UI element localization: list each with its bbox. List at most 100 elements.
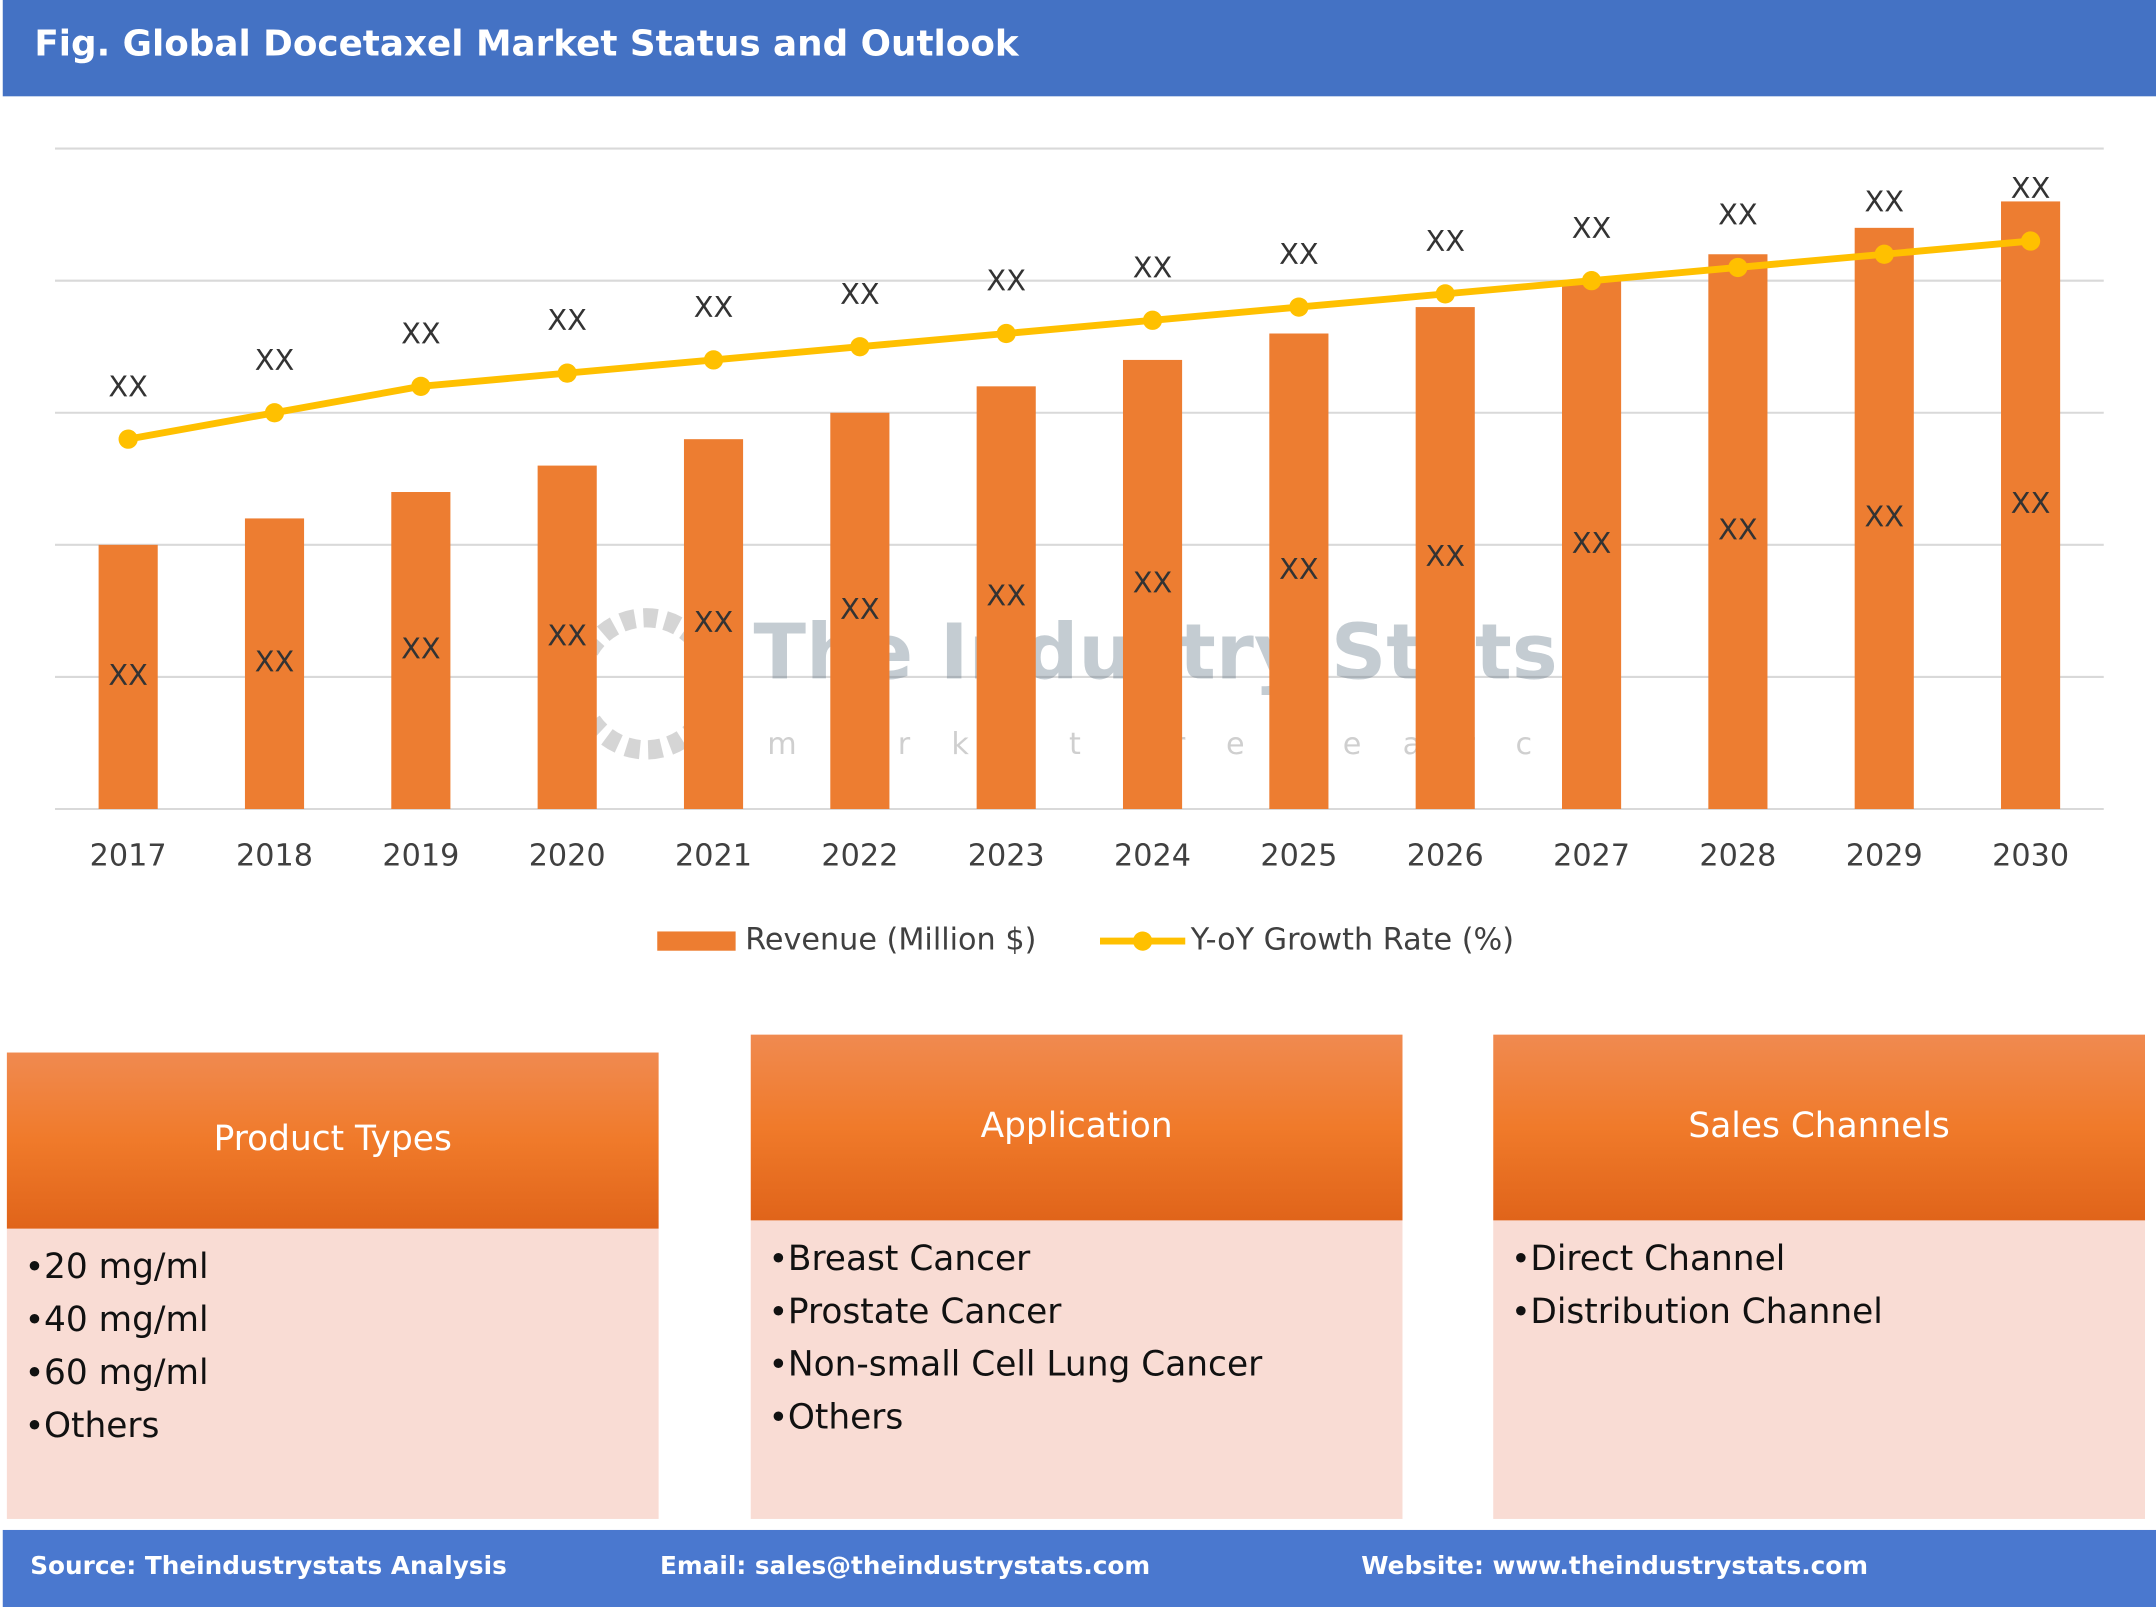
bullet: • bbox=[1511, 1239, 1530, 1278]
panel-body bbox=[750, 1220, 1403, 1519]
x-tick-label: 2020 bbox=[529, 839, 606, 874]
line-point bbox=[1142, 310, 1163, 330]
point-value-label: XX bbox=[1864, 184, 1904, 218]
bar-value-label: XX bbox=[1279, 552, 1319, 586]
bar-value-label: XX bbox=[694, 605, 734, 639]
chart-title: Fig. Global Docetaxel Market Status and … bbox=[34, 23, 1020, 64]
point-value-label: XX bbox=[1133, 250, 1173, 284]
bullet: • bbox=[25, 1300, 44, 1339]
point-value-label: XX bbox=[1572, 211, 1612, 245]
panel-header bbox=[750, 1034, 1403, 1221]
bar bbox=[976, 386, 1036, 810]
x-tick-label: 2019 bbox=[382, 839, 459, 874]
panel-body bbox=[1493, 1220, 2145, 1519]
plot: 2017 2018 2019 2020 2021 2022 2023 2024 2025 2026… bbox=[90, 171, 2069, 957]
point-value-label: XX bbox=[2011, 171, 2051, 205]
line-point bbox=[1581, 271, 1602, 291]
panel-item: Prostate Cancer bbox=[788, 1292, 1062, 1332]
line-point bbox=[996, 323, 1016, 344]
line-point bbox=[264, 403, 285, 423]
legend-swatch-dot bbox=[1133, 931, 1153, 951]
bullet: • bbox=[25, 1406, 44, 1445]
footer-bar bbox=[2, 1529, 2156, 1607]
panel-header bbox=[1493, 1034, 2145, 1221]
bar bbox=[1562, 280, 1622, 810]
title-bar bbox=[2, 0, 2156, 97]
x-tick-label: 2025 bbox=[1260, 839, 1337, 874]
footer-source: Source: Theindustrystats Analysis bbox=[30, 1551, 507, 1580]
x-tick-label: 2023 bbox=[968, 839, 1045, 874]
bar bbox=[1122, 359, 1183, 810]
panel-item: Non-small Cell Lung Cancer bbox=[788, 1345, 1263, 1385]
panel-body bbox=[6, 1228, 659, 1519]
bar-value-label: XX bbox=[255, 645, 295, 679]
bar-value-label: XX bbox=[2011, 486, 2051, 520]
panel-item: Distribution Channel bbox=[1530, 1292, 1882, 1332]
line-point bbox=[703, 350, 724, 370]
bar bbox=[683, 439, 744, 810]
x-tick-label: 2026 bbox=[1407, 839, 1484, 874]
line-point bbox=[1728, 257, 1748, 278]
point-value-label: XX bbox=[986, 264, 1026, 298]
bar-value-label: XX bbox=[1133, 565, 1173, 599]
bullet: • bbox=[769, 1398, 788, 1437]
panel-item: Others bbox=[44, 1406, 159, 1446]
panels: Product Types• 20 mg/ml• 40 mg/ml• 60 mg/ml… bbox=[6, 1034, 2145, 1519]
line-point bbox=[1435, 284, 1455, 304]
x-tick-label: 2017 bbox=[90, 839, 167, 874]
footer-email: Email: sales@theindustrystats.com bbox=[660, 1551, 1150, 1580]
bar bbox=[1269, 333, 1329, 810]
grid bbox=[55, 147, 2104, 811]
bar bbox=[391, 492, 451, 810]
legend-swatch bbox=[657, 931, 736, 951]
bar-value-label: XX bbox=[1572, 526, 1612, 560]
point-value-label: XX bbox=[255, 343, 295, 377]
panel-item: Breast Cancer bbox=[788, 1239, 1031, 1279]
point-value-label: XX bbox=[1425, 224, 1465, 258]
bar bbox=[1708, 254, 1768, 810]
line-point bbox=[850, 337, 870, 357]
bar-value-label: XX bbox=[401, 631, 441, 665]
point-value-label: XX bbox=[1279, 237, 1319, 271]
panel-title: Application bbox=[981, 1106, 1173, 1146]
legend-label: Y-oY Growth Rate (%) bbox=[1190, 923, 1514, 958]
x-tick-label: 2027 bbox=[1553, 839, 1630, 874]
bullet: • bbox=[1511, 1292, 1530, 1331]
point-value-label: XX bbox=[547, 303, 587, 337]
bar-value-label: XX bbox=[840, 592, 880, 626]
line-point bbox=[1874, 244, 1894, 264]
legend-label: Revenue (Million $) bbox=[745, 923, 1036, 958]
x-tick-label: 2030 bbox=[1992, 839, 2069, 874]
line-point bbox=[1289, 297, 1309, 317]
line bbox=[127, 237, 2031, 443]
panel-title: Sales Channels bbox=[1688, 1106, 1949, 1146]
line-point bbox=[557, 363, 577, 383]
panel-item: 60 mg/ml bbox=[44, 1353, 209, 1393]
panel-item: 20 mg/ml bbox=[44, 1247, 209, 1287]
bar bbox=[98, 544, 158, 810]
bar bbox=[1854, 227, 1914, 810]
bullet: • bbox=[769, 1292, 788, 1331]
x-tick-label: 2024 bbox=[1114, 839, 1191, 874]
x-tick-label: 2018 bbox=[236, 839, 313, 874]
bar-value-label: XX bbox=[1425, 539, 1465, 573]
bar bbox=[830, 412, 890, 810]
x-tick-label: 2022 bbox=[821, 839, 898, 874]
point-value-label: XX bbox=[401, 316, 441, 350]
bullet: • bbox=[25, 1353, 44, 1392]
x-tick-label: 2021 bbox=[675, 839, 752, 874]
point-value-label: XX bbox=[1718, 198, 1758, 232]
line-point bbox=[2020, 231, 2041, 251]
panel-item: 40 mg/ml bbox=[44, 1300, 209, 1340]
line-point bbox=[411, 376, 431, 396]
x-tick-label: 2028 bbox=[1699, 839, 1776, 874]
point-value-label: XX bbox=[840, 277, 880, 311]
bar bbox=[244, 518, 305, 810]
panel-item: Others bbox=[788, 1398, 903, 1438]
bar-value-label: XX bbox=[547, 618, 587, 652]
bar-value-label: XX bbox=[108, 658, 148, 692]
footer-website: Website: www.theindustrystats.com bbox=[1361, 1551, 1868, 1580]
panel-header bbox=[6, 1052, 659, 1229]
panel-title: Product Types bbox=[214, 1119, 452, 1159]
